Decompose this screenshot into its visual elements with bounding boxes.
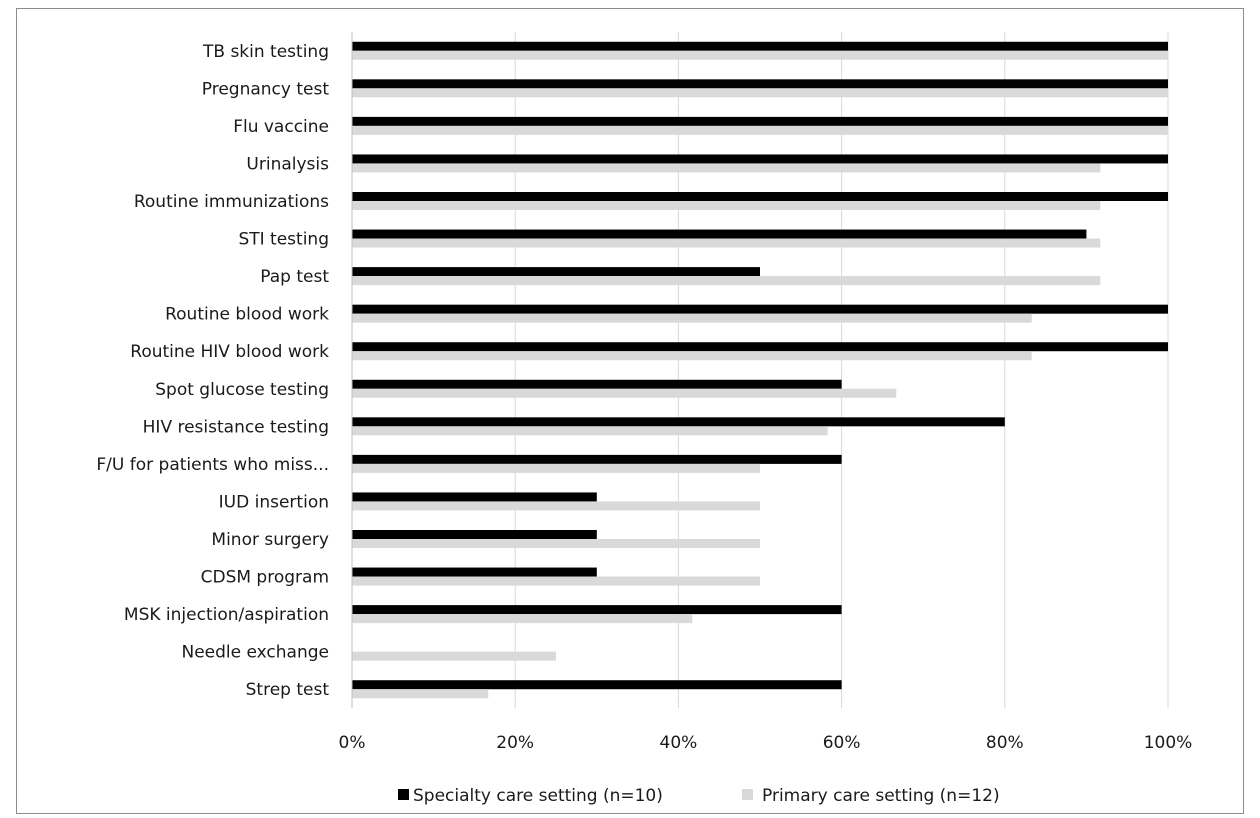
bars (352, 41, 1168, 699)
primary-bar (352, 539, 760, 548)
specialty-bar (352, 530, 597, 539)
category-label: F/U for patients who miss... (96, 455, 329, 475)
specialty-bar (352, 492, 597, 502)
specialty-bar (352, 605, 842, 615)
specialty-bar (352, 116, 1168, 126)
primary-bar (352, 238, 1101, 248)
category-label: Pap test (260, 267, 329, 287)
chart-frame (16, 8, 1244, 814)
primary-bar (352, 88, 1168, 98)
category-label: Routine immunizations (134, 192, 329, 212)
primary-bar (352, 313, 1032, 323)
category-label: Urinalysis (246, 154, 329, 174)
x-tick-label: 20% (496, 733, 534, 753)
category-label: HIV resistance testing (143, 417, 329, 437)
x-tick-label: 80% (986, 733, 1024, 753)
category-label: CDSM program (201, 568, 329, 588)
category-label: TB skin testing (202, 42, 329, 62)
specialty-bar (352, 379, 842, 389)
primary-bar (352, 689, 489, 699)
category-label: Spot glucose testing (155, 380, 329, 400)
specialty-bar (352, 229, 1087, 239)
x-tick-label: 0% (339, 733, 366, 753)
legend-label-specialty: Specialty care setting (n=10) (413, 786, 663, 806)
category-labels: TB skin testing Pregnancy test Flu vaccine… (96, 42, 329, 700)
primary-bar (352, 351, 1032, 361)
tick-labels: 0% 20% 40% 60% 80% 100% (339, 733, 1193, 753)
category-label: Flu vaccine (233, 117, 329, 137)
legend-label-primary: Primary care setting (n=12) (762, 786, 1000, 806)
category-label: Strep test (246, 680, 330, 700)
x-tick-label: 100% (1144, 733, 1193, 753)
primary-bar (352, 163, 1101, 173)
primary-bar (352, 201, 1101, 210)
category-label: Needle exchange (182, 643, 330, 663)
legend-swatch-primary (742, 789, 753, 800)
category-label: Pregnancy test (202, 79, 330, 99)
primary-bar (352, 614, 693, 624)
specialty-bar (352, 342, 1168, 352)
specialty-bar (352, 41, 1168, 51)
legend: Specialty care setting (n=10) Primary car… (398, 786, 1000, 806)
specialty-bar (352, 154, 1168, 164)
specialty-bar (352, 567, 597, 577)
primary-bar (352, 50, 1168, 60)
specialty-bar (352, 79, 1168, 89)
x-tick-label: 60% (823, 733, 861, 753)
primary-bar (352, 651, 556, 661)
primary-bar (352, 276, 1101, 286)
primary-bar (352, 125, 1168, 135)
primary-bar (352, 388, 897, 398)
primary-bar (352, 426, 828, 436)
x-tick-label: 40% (660, 733, 698, 753)
primary-bar (352, 576, 760, 586)
gridlines (514, 32, 1169, 708)
primary-bar (352, 463, 760, 473)
specialty-bar (352, 417, 1005, 427)
specialty-bar (352, 680, 842, 690)
category-label: MSK injection/aspiration (124, 605, 329, 625)
specialty-bar (352, 454, 842, 464)
primary-bar (352, 501, 760, 511)
category-label: STI testing (238, 230, 329, 250)
specialty-bar (352, 304, 1168, 314)
category-label: IUD insertion (219, 492, 329, 512)
specialty-bar (352, 192, 1168, 201)
category-label: Routine blood work (165, 305, 329, 325)
category-label: Minor surgery (211, 530, 329, 550)
category-label: Routine HIV blood work (130, 342, 329, 362)
legend-swatch-specialty (398, 789, 409, 800)
specialty-bar (352, 267, 760, 277)
